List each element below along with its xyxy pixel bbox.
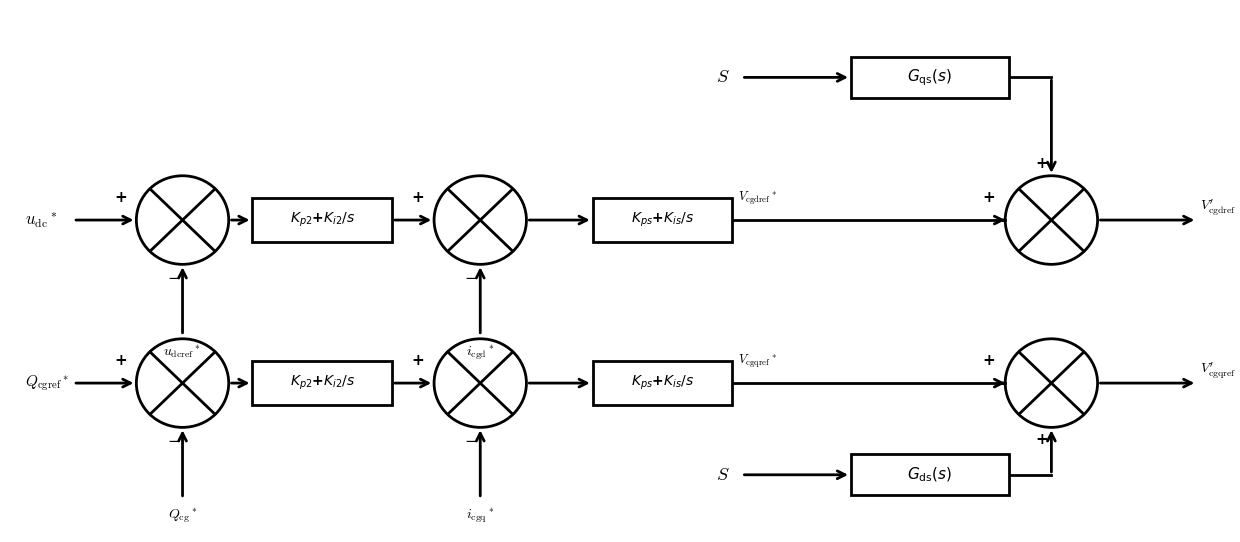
Bar bbox=[593, 362, 733, 405]
Text: $S$: $S$ bbox=[715, 466, 729, 484]
Text: $-$: $-$ bbox=[465, 269, 477, 285]
Bar bbox=[851, 454, 1009, 495]
Text: +: + bbox=[114, 353, 126, 369]
Text: +: + bbox=[412, 353, 424, 369]
Text: $S$: $S$ bbox=[715, 68, 729, 86]
Text: $-$: $-$ bbox=[166, 269, 180, 285]
Text: $-$: $-$ bbox=[166, 433, 180, 448]
Bar bbox=[593, 198, 733, 242]
Text: $Q_{\rm cgref}{}^*$: $Q_{\rm cgref}{}^*$ bbox=[25, 373, 69, 393]
Bar bbox=[851, 57, 1009, 98]
Text: +: + bbox=[1035, 433, 1049, 448]
Text: $i_{\rm cgd}{}^*$: $i_{\rm cgd}{}^*$ bbox=[466, 343, 495, 362]
Text: $K_{p2}$+$K_{i2}/s$: $K_{p2}$+$K_{i2}/s$ bbox=[290, 374, 355, 392]
Text: $V_{\rm cgdref}{}^*$: $V_{\rm cgdref}{}^*$ bbox=[739, 190, 777, 208]
Text: $u_{\rm dc}{}^*$: $u_{\rm dc}{}^*$ bbox=[25, 210, 57, 230]
Text: +: + bbox=[114, 190, 126, 205]
Text: $V_{\rm cgdref}'$: $V_{\rm cgdref}'$ bbox=[1199, 197, 1236, 217]
Text: +: + bbox=[983, 353, 996, 369]
Text: $Q_{\rm cg}{}^*$: $Q_{\rm cg}{}^*$ bbox=[167, 506, 197, 525]
Text: +: + bbox=[412, 190, 424, 205]
Text: +: + bbox=[983, 190, 996, 205]
Text: +: + bbox=[1035, 156, 1049, 171]
Text: $V_{\rm cgqref}'$: $V_{\rm cgqref}'$ bbox=[1199, 360, 1236, 380]
Text: $V_{\rm cgqref}{}^*$: $V_{\rm cgqref}{}^*$ bbox=[739, 353, 777, 370]
Text: $K_{p2}$+$K_{i2}/s$: $K_{p2}$+$K_{i2}/s$ bbox=[290, 211, 355, 229]
Text: $K_{ps}$+$K_{is}/s$: $K_{ps}$+$K_{is}/s$ bbox=[631, 211, 694, 229]
Text: $K_{ps}$+$K_{is}/s$: $K_{ps}$+$K_{is}/s$ bbox=[631, 374, 694, 392]
Text: $G_{\rm ds}(s)$: $G_{\rm ds}(s)$ bbox=[908, 466, 952, 484]
Text: $G_{\rm qs}(s)$: $G_{\rm qs}(s)$ bbox=[908, 67, 952, 88]
Text: $u_{\rm dcref}{}^*$: $u_{\rm dcref}{}^*$ bbox=[164, 343, 202, 360]
Bar bbox=[253, 362, 392, 405]
Text: $i_{\rm cgq}{}^*$: $i_{\rm cgq}{}^*$ bbox=[466, 506, 495, 525]
Text: $-$: $-$ bbox=[465, 433, 477, 448]
Bar bbox=[253, 198, 392, 242]
